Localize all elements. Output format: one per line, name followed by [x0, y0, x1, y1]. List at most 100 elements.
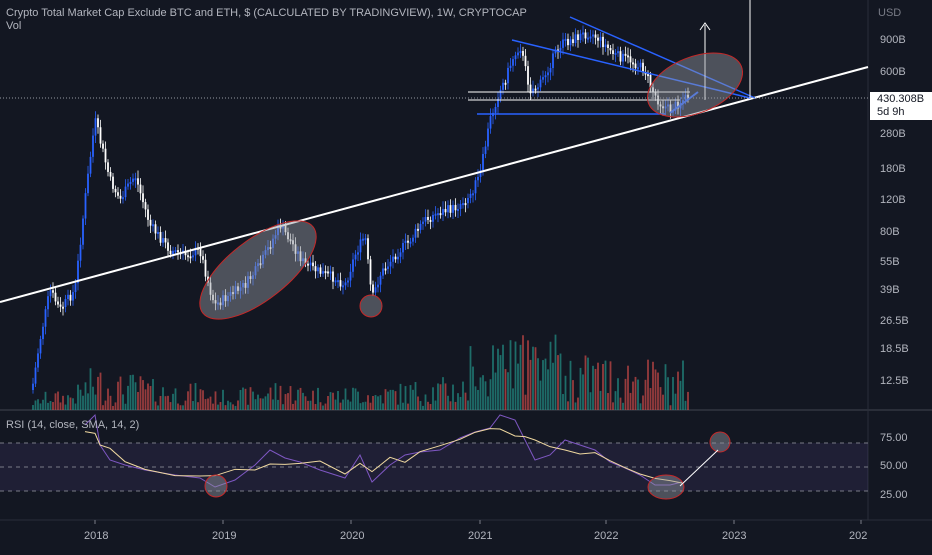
- volume-bar: [249, 387, 252, 410]
- volume-bar: [179, 405, 182, 410]
- volume-bar: [247, 404, 249, 410]
- candle-body: [254, 266, 257, 276]
- candle-body: [189, 256, 192, 259]
- candle-body: [109, 171, 112, 177]
- volume-bar: [467, 400, 469, 410]
- candle-body: [49, 290, 52, 297]
- volume-bar: [472, 366, 474, 410]
- candle-body: [187, 255, 189, 258]
- candle-body: [394, 256, 397, 260]
- volume-bar: [347, 399, 349, 410]
- candle-body: [319, 267, 322, 274]
- candle-body: [502, 82, 504, 90]
- volume-bar: [589, 392, 592, 410]
- candle-body: [209, 282, 212, 295]
- volume-bar: [627, 365, 629, 410]
- candle-body: [477, 176, 479, 181]
- volume-bar: [487, 396, 489, 410]
- candle-body: [262, 254, 264, 265]
- volume-bar: [117, 381, 119, 410]
- price-tick: 180B: [880, 163, 906, 175]
- candle-body: [642, 62, 644, 73]
- volume-bar: [367, 395, 369, 410]
- candle-body: [599, 36, 602, 41]
- candle-body: [114, 188, 117, 193]
- candle-body: [412, 237, 414, 242]
- volume-bar: [407, 403, 409, 410]
- price-tick: 39B: [880, 284, 900, 296]
- volume-bar: [79, 389, 82, 410]
- volume-bar: [77, 384, 79, 410]
- candle-body: [359, 239, 362, 253]
- volume-bar: [389, 389, 392, 410]
- volume-bar: [89, 368, 92, 410]
- volume-bar: [69, 397, 72, 410]
- candle-body: [577, 34, 579, 41]
- price-tick: 900B: [880, 34, 906, 46]
- volume-bar: [87, 393, 89, 410]
- candle-body: [397, 256, 399, 260]
- volume-bar: [419, 401, 422, 410]
- candle-body: [339, 280, 342, 287]
- volume-bar: [514, 341, 517, 410]
- volume-bar: [517, 363, 519, 410]
- volume-bar: [452, 384, 454, 410]
- volume-bar: [674, 393, 677, 410]
- candle-body: [297, 251, 299, 254]
- candle-body: [217, 302, 219, 305]
- volume-bar: [594, 368, 597, 410]
- volume-bar: [244, 388, 247, 410]
- candle-body: [292, 240, 294, 245]
- volume-bar: [642, 395, 644, 410]
- volume-bar: [72, 398, 74, 410]
- volume-bar: [449, 401, 452, 410]
- candle-body: [77, 260, 79, 284]
- volume-bar: [632, 381, 634, 410]
- candle-body: [452, 204, 454, 213]
- channel-mid-line: [511, 39, 751, 99]
- candle-body: [427, 217, 429, 220]
- volume-bar: [667, 377, 669, 410]
- candle-body: [289, 239, 292, 242]
- volume-bar: [47, 402, 49, 410]
- candle-body: [597, 37, 599, 41]
- time-tick: 2021: [468, 530, 493, 542]
- volume-bar: [37, 399, 39, 410]
- candle-body: [164, 238, 167, 243]
- volume-bar: [684, 400, 687, 410]
- candle-body: [387, 266, 389, 270]
- price-tick: 120B: [880, 194, 906, 206]
- price-tick: 12.5B: [880, 375, 909, 387]
- candle-body: [272, 238, 274, 248]
- volume-bar: [609, 361, 612, 410]
- volume-bar: [169, 402, 172, 410]
- volume-bar: [212, 403, 214, 410]
- candle-body: [547, 72, 549, 76]
- volume-indicator-label[interactable]: Vol: [6, 20, 22, 32]
- rsi-indicator-label[interactable]: RSI (14, close, SMA, 14, 2): [6, 419, 140, 431]
- volume-bar: [62, 395, 64, 410]
- volume-bar: [572, 380, 574, 410]
- candle-body: [79, 244, 82, 261]
- volume-bar: [152, 379, 154, 410]
- candle-body: [614, 52, 617, 55]
- volume-bar: [177, 403, 179, 410]
- volume-bar: [379, 395, 382, 410]
- volume-bar: [222, 389, 224, 410]
- candle-body: [299, 251, 302, 262]
- volume-bar: [527, 340, 529, 410]
- volume-bar: [262, 398, 264, 410]
- volume-bar: [112, 405, 114, 410]
- candle-body: [582, 32, 584, 35]
- candle-body: [527, 66, 529, 85]
- candle-body: [274, 235, 277, 239]
- volume-bar: [579, 367, 582, 410]
- candle-body: [529, 84, 532, 94]
- volume-bar: [312, 390, 314, 410]
- symbol-title[interactable]: Crypto Total Market Cap Exclude BTC and …: [6, 7, 527, 19]
- volume-bar: [359, 403, 362, 410]
- candle-body: [669, 104, 672, 113]
- volume-bar: [214, 391, 217, 410]
